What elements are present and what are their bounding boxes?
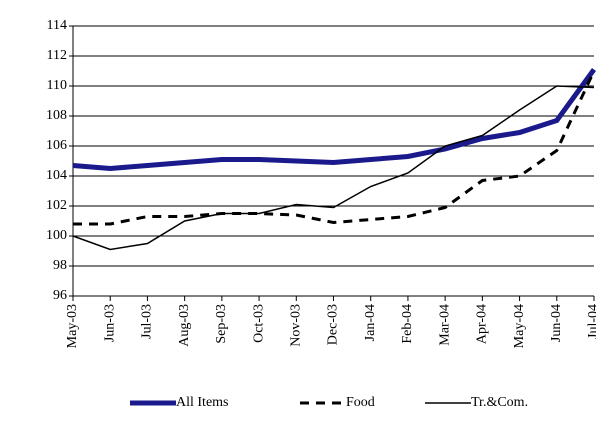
series-line [72,85,595,251]
x-tick-label: Jul-03 [140,304,155,339]
x-tick-label: Sep-03 [214,304,229,344]
y-tick-label: 100 [46,228,67,243]
y-tick-label: 104 [46,168,67,183]
x-tick-label: Dec-03 [326,304,341,345]
y-tick-label: 110 [47,78,67,93]
y-tick-label: 108 [46,108,67,123]
y-tick-label: 114 [47,18,67,33]
y-tick-label: 98 [53,258,67,273]
series-line [73,70,596,226]
x-tick-label: Jun-03 [102,304,117,342]
x-tick-label: Jul-04 [586,304,596,339]
x-tick-label: Mar-04 [437,304,452,346]
x-tick-label: Jan-04 [363,304,378,341]
y-tick-label: 106 [46,138,67,153]
legend-label: All Items [176,395,229,410]
x-tick-label: May-03 [65,304,80,348]
y-tick-label: 102 [46,198,67,213]
x-tick-label: Jun-04 [549,304,564,342]
x-tick-label: Nov-03 [289,304,304,347]
x-tick-label: May-04 [512,304,527,348]
x-tick-label: Aug-03 [177,304,192,347]
legend-label: Food [346,395,375,410]
series-line [72,68,596,172]
y-tick-label: 112 [47,48,67,63]
x-tick-label: Apr-04 [475,304,490,344]
x-tick-label: Oct-03 [251,304,266,343]
y-tick-label: 96 [53,288,67,303]
x-tick-label: Feb-04 [400,304,415,344]
legend-label: Tr.&Com. [471,395,528,410]
